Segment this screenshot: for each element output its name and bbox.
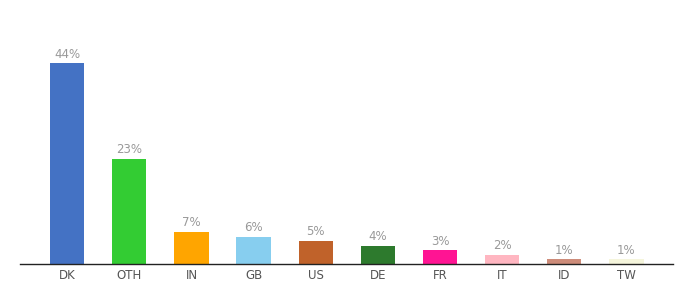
Text: 44%: 44% [54, 48, 80, 61]
Bar [423, 250, 457, 264]
Text: 3%: 3% [430, 235, 449, 248]
Text: 1%: 1% [555, 244, 574, 257]
Bar [609, 260, 643, 264]
Text: 23%: 23% [116, 143, 142, 156]
Text: 7%: 7% [182, 216, 201, 229]
Text: 1%: 1% [617, 244, 636, 257]
Text: 4%: 4% [369, 230, 387, 243]
Bar [237, 237, 271, 264]
Bar [174, 232, 209, 264]
Bar [50, 63, 84, 264]
Text: 6%: 6% [244, 221, 263, 234]
Text: 2%: 2% [493, 239, 511, 252]
Bar [485, 255, 520, 264]
Bar [361, 246, 395, 264]
Bar [547, 260, 581, 264]
Bar [299, 241, 333, 264]
Text: 5%: 5% [307, 226, 325, 238]
Bar [112, 159, 146, 264]
